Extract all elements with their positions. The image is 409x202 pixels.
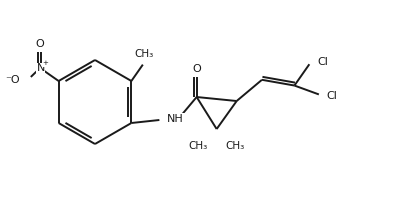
Text: +: +	[43, 60, 48, 66]
Text: ⁻O: ⁻O	[5, 75, 20, 85]
Text: CH₃: CH₃	[134, 49, 153, 59]
Text: Cl: Cl	[326, 92, 337, 101]
Text: Cl: Cl	[317, 57, 328, 67]
Text: N: N	[36, 63, 45, 73]
Text: O: O	[192, 64, 200, 74]
Text: CH₃: CH₃	[188, 141, 207, 151]
Text: NH: NH	[167, 114, 184, 124]
Text: O: O	[35, 39, 44, 49]
Text: CH₃: CH₃	[225, 141, 244, 151]
